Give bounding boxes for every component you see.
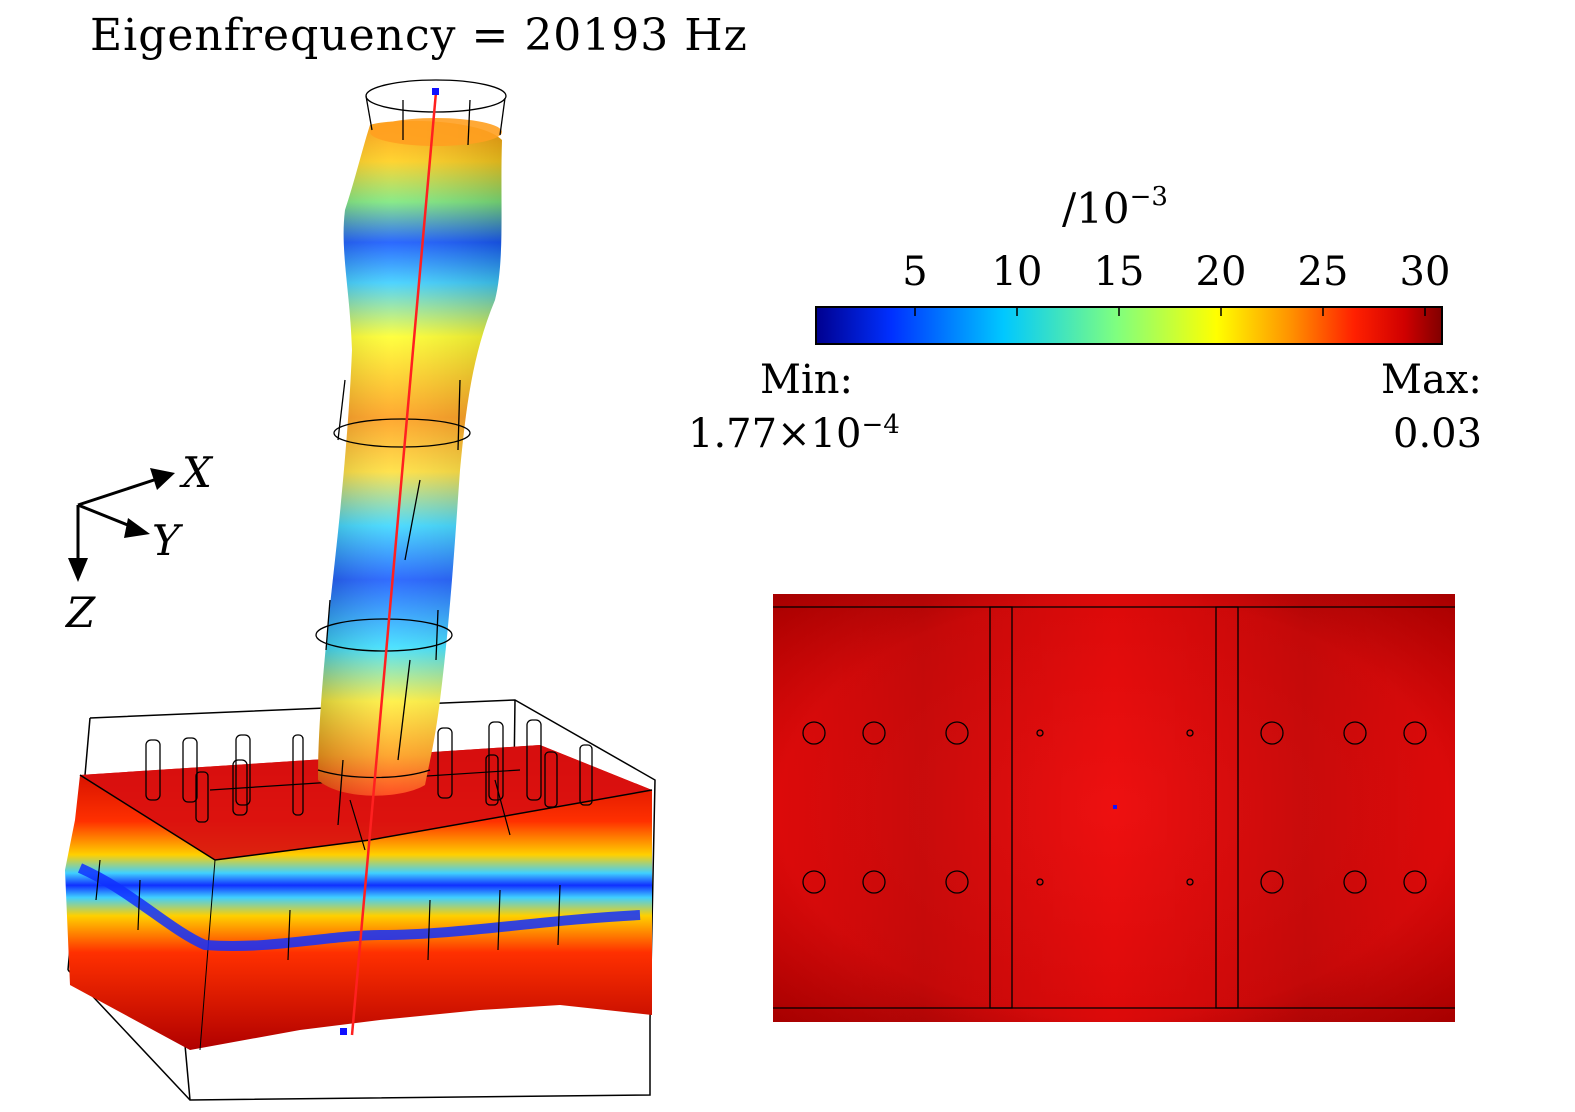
column-wireframe	[315, 79, 507, 826]
center-point-marker	[1113, 805, 1117, 809]
colorbar-unit: /10−3	[1062, 184, 1168, 230]
max-label: Max:	[1381, 357, 1482, 403]
top-view-holes	[802, 721, 1427, 894]
colorbar-tick-label: 20	[1195, 249, 1247, 295]
bottom-point-marker	[340, 1028, 347, 1035]
z-axis-label: Z	[66, 588, 96, 637]
colorbar	[815, 306, 1443, 345]
top-view	[773, 594, 1455, 1022]
colorbar-unit-prefix: /10	[1062, 184, 1130, 233]
x-axis-label: X	[182, 448, 212, 497]
axis-triad	[68, 468, 175, 582]
top-point-marker	[432, 88, 439, 95]
min-label: Min:	[760, 357, 853, 403]
center-axis-line	[350, 91, 438, 1036]
y-axis-label: Y	[152, 516, 180, 565]
colorbar-tick-label: 10	[991, 249, 1043, 295]
max-value: 0.03	[1393, 411, 1483, 457]
bolts	[145, 719, 593, 823]
min-value-exponent: −4	[861, 410, 900, 440]
deformed-column	[315, 79, 507, 1036]
min-value-mantissa: 1.77×10	[688, 411, 862, 457]
plot-title: Eigenfrequency = 20193 Hz	[90, 10, 748, 61]
colorbar-tick-label: 5	[902, 249, 928, 295]
colorbar-strip	[815, 306, 1443, 345]
base-block	[65, 719, 653, 1051]
min-value: 1.77×10−4	[688, 411, 900, 457]
perspective-view	[65, 79, 656, 1101]
colorbar-tick-label: 15	[1093, 249, 1145, 295]
colorbar-unit-exponent: −3	[1129, 182, 1168, 212]
colorbar-tick-label: 25	[1297, 249, 1349, 295]
colorbar-tick-label: 30	[1399, 249, 1451, 295]
colorbar-ticks	[914, 307, 1426, 316]
